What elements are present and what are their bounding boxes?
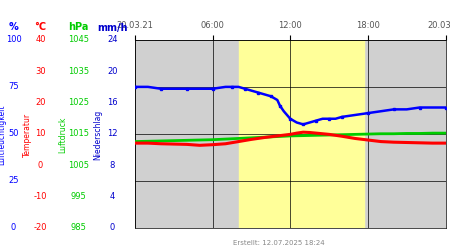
Text: 1025: 1025 (68, 98, 89, 107)
Text: mm/h: mm/h (97, 22, 128, 32)
Text: 24: 24 (107, 36, 118, 44)
Text: 25: 25 (8, 176, 19, 185)
Text: 20: 20 (107, 67, 118, 76)
Text: 100: 100 (5, 36, 22, 44)
Text: 1005: 1005 (68, 160, 89, 170)
Bar (238, 40, 364, 228)
Text: 0: 0 (110, 223, 115, 232)
Text: 8: 8 (110, 160, 115, 170)
Text: 50: 50 (8, 129, 19, 138)
Text: 995: 995 (71, 192, 86, 201)
Text: 30: 30 (35, 67, 46, 76)
Text: 20: 20 (35, 98, 46, 107)
Text: 75: 75 (8, 82, 19, 91)
Text: 12: 12 (107, 129, 118, 138)
Text: 0: 0 (11, 223, 16, 232)
Text: Temperatur: Temperatur (23, 113, 32, 157)
Text: -10: -10 (34, 192, 47, 201)
Text: 40: 40 (35, 36, 46, 44)
Text: 1015: 1015 (68, 129, 89, 138)
Text: 985: 985 (71, 223, 87, 232)
Text: -20: -20 (34, 223, 47, 232)
Text: 1045: 1045 (68, 36, 89, 44)
Text: %: % (9, 22, 18, 32)
Text: hPa: hPa (68, 22, 89, 32)
Text: Luftfeuchtigkeit: Luftfeuchtigkeit (0, 105, 7, 165)
Text: 4: 4 (110, 192, 115, 201)
Text: Niederschlag: Niederschlag (94, 110, 103, 160)
Text: 1035: 1035 (68, 67, 89, 76)
Text: Erstellt: 12.07.2025 18:24: Erstellt: 12.07.2025 18:24 (233, 240, 325, 246)
Text: 10: 10 (35, 129, 46, 138)
Text: 16: 16 (107, 98, 118, 107)
Text: Luftdruck: Luftdruck (58, 117, 68, 153)
Text: 0: 0 (38, 160, 43, 170)
Text: °C: °C (35, 22, 46, 32)
